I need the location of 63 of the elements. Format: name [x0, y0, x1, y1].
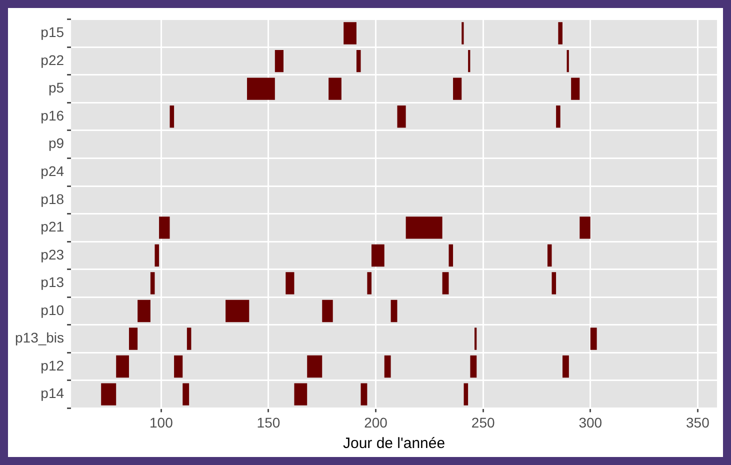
bar	[397, 105, 406, 128]
x-tick-label: 100	[149, 414, 174, 430]
bar	[371, 244, 384, 267]
bar	[562, 355, 569, 378]
bar	[226, 300, 250, 322]
x-tick-label: 200	[364, 414, 388, 430]
y-tick-label: p16	[40, 107, 64, 124]
bar	[470, 355, 477, 378]
y-tick-label: p13	[40, 274, 64, 290]
bar	[384, 355, 391, 378]
bar	[448, 244, 454, 267]
bar	[182, 383, 190, 406]
bar	[453, 78, 462, 100]
bar	[390, 300, 398, 322]
bar	[547, 244, 552, 267]
bar	[590, 328, 597, 350]
bar	[556, 105, 560, 128]
x-tick-label: 150	[256, 414, 280, 430]
y-tick-label: p14	[40, 385, 64, 402]
bar	[128, 328, 138, 350]
bar	[552, 272, 556, 294]
bar	[360, 383, 368, 406]
bar	[154, 244, 160, 267]
y-tick-label: p10	[40, 302, 64, 318]
bar	[367, 272, 372, 294]
bar	[101, 383, 116, 406]
bar	[580, 216, 590, 239]
bar	[558, 22, 562, 44]
y-tick-label: p12	[40, 357, 64, 374]
x-tick-label: 250	[471, 414, 495, 430]
x-axis-title: Jour de l'année	[342, 435, 446, 452]
bar	[571, 78, 580, 100]
bar	[406, 216, 442, 239]
bar	[150, 272, 155, 294]
bar	[307, 355, 322, 378]
bar	[474, 328, 477, 350]
bar	[322, 300, 333, 322]
y-tick-label: p23	[40, 246, 64, 262]
y-tick-label: p13_bis	[14, 330, 64, 346]
bar	[442, 272, 449, 294]
x-tick-label: 350	[686, 414, 710, 430]
bar	[286, 272, 294, 294]
y-tick-label: p24	[40, 163, 64, 179]
x-tick-label: 300	[578, 414, 602, 430]
bar	[174, 355, 183, 378]
y-tick-label: p18	[40, 190, 64, 207]
bar	[328, 78, 342, 100]
bar	[464, 383, 468, 406]
bar	[170, 105, 174, 128]
bar	[294, 383, 308, 406]
bar	[186, 328, 192, 350]
bar	[116, 355, 129, 378]
bar	[159, 216, 170, 239]
y-tick-label: p22	[40, 52, 64, 68]
y-tick-label: p5	[48, 80, 64, 96]
bar	[344, 22, 356, 44]
y-tick-label: p9	[48, 135, 64, 152]
bar	[138, 300, 150, 322]
y-tick-label: p21	[40, 218, 64, 235]
bar	[356, 50, 361, 72]
y-tick-label: p15	[40, 24, 64, 40]
bar	[247, 78, 275, 100]
bar	[274, 50, 284, 72]
